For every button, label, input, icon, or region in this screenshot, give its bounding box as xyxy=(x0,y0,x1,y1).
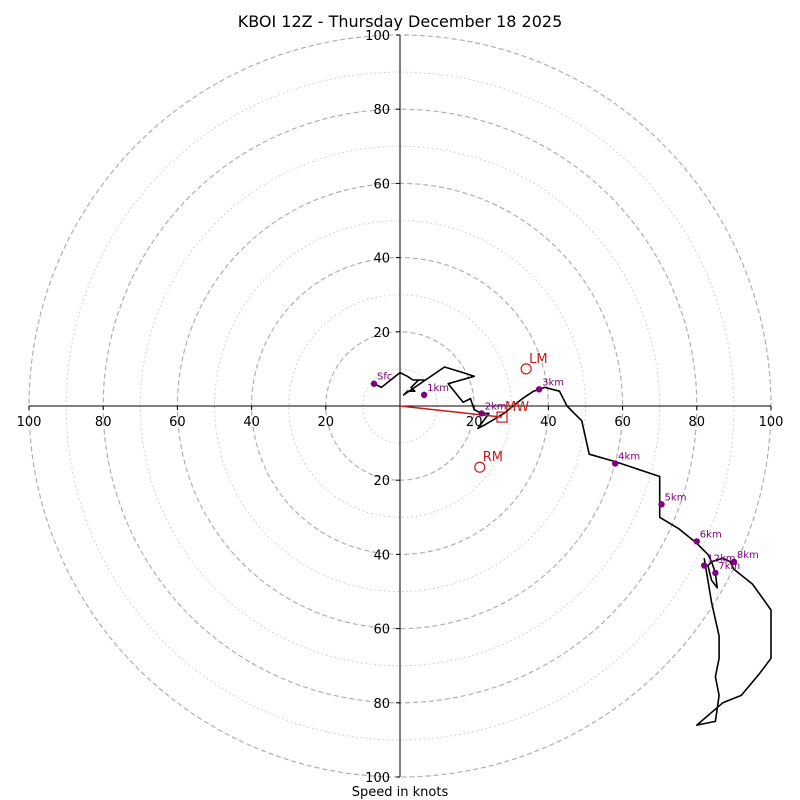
height-marker-Sfc xyxy=(370,380,378,387)
height-marker-7km xyxy=(712,569,719,577)
x-tick-label: 60 xyxy=(169,415,186,430)
x-tick-label: 40 xyxy=(243,415,260,430)
x-tick-label: 100 xyxy=(17,415,42,430)
height-marker-3km xyxy=(535,386,543,393)
y-tick-label: 100 xyxy=(365,771,390,786)
y-tick-label: 60 xyxy=(373,623,390,638)
height-marker-4km xyxy=(611,460,619,467)
height-label-7km: 7km xyxy=(718,561,740,572)
storm-label-RM: RM xyxy=(483,450,503,465)
height-label-4km: 4km xyxy=(618,452,640,463)
chart-title: KBOI 12Z - Thursday December 18 2025 xyxy=(238,12,563,31)
height-label-1km: 1km xyxy=(427,383,449,394)
height-marker-6km xyxy=(693,538,700,545)
y-tick-label: 40 xyxy=(373,548,390,563)
height-label-12km: 12km xyxy=(707,554,735,565)
hodograph-line xyxy=(373,366,772,726)
storm-marker-MW xyxy=(496,411,508,423)
y-tick-labels: 100 80 60 40 20 20 40 60 80 100 xyxy=(365,29,390,786)
x-tick-label: 80 xyxy=(95,415,112,430)
height-label-Sfc: Sfc xyxy=(377,372,392,383)
y-tick-label: 80 xyxy=(373,103,390,118)
height-label-2km: 2km xyxy=(485,401,507,412)
height-marker-5km xyxy=(658,501,665,508)
x-tick-labels: 100 80 60 40 20 20 40 60 80 100 xyxy=(17,415,784,430)
height-marker-1km xyxy=(420,391,428,399)
y-tick-label: 20 xyxy=(373,326,390,341)
x-tick-label: 60 xyxy=(614,415,631,430)
storm-label-MW: MW xyxy=(505,400,529,415)
storm-label-LM: LM xyxy=(529,352,547,367)
x-tick-label: 80 xyxy=(689,415,706,430)
x-tick-label: 100 xyxy=(759,415,784,430)
hodograph-trace xyxy=(373,366,772,726)
height-label-8km: 8km xyxy=(737,550,759,561)
shear-vector-line xyxy=(399,405,503,418)
shear-vector xyxy=(399,405,503,418)
y-tick-label: 40 xyxy=(373,252,390,267)
height-marker-12km xyxy=(701,562,708,569)
x-tick-label: 40 xyxy=(540,415,557,430)
height-label-5km: 5km xyxy=(665,492,687,503)
height-label-3km: 3km xyxy=(542,377,564,388)
x-tick-label: 20 xyxy=(466,415,483,430)
height-marker-2km xyxy=(478,410,485,417)
storm-motion-markers: LM RM MW xyxy=(474,352,548,473)
storm-marker-RM xyxy=(474,461,486,473)
height-label-6km: 6km xyxy=(700,529,722,540)
storm-marker-LM xyxy=(520,363,532,375)
x-axis-label: Speed in knots xyxy=(352,785,449,800)
y-tick-label: 60 xyxy=(373,177,390,192)
x-tick-label: 20 xyxy=(318,415,335,430)
y-tick-label: 100 xyxy=(365,29,390,44)
y-tick-label: 20 xyxy=(373,474,390,489)
height-marker-8km xyxy=(730,558,738,566)
y-tick-label: 80 xyxy=(373,697,390,712)
